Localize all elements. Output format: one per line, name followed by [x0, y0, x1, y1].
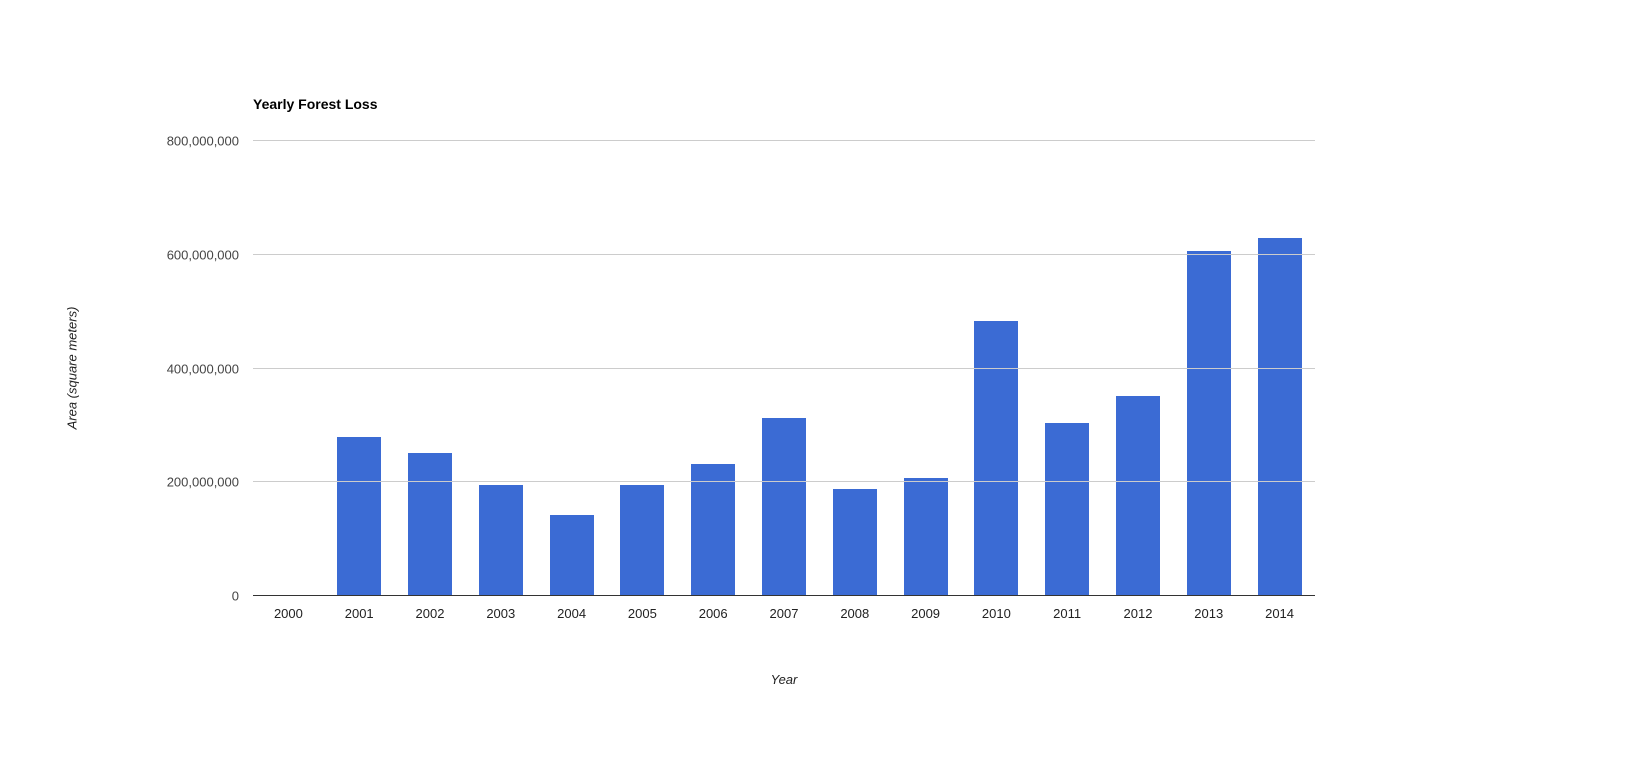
bar-2012 [1115, 396, 1160, 596]
x-tick-label: 2008 [840, 606, 870, 621]
bar-slot [749, 141, 820, 596]
x-tick-label: 2009 [911, 606, 941, 621]
x-tick-label: 2013 [1194, 606, 1224, 621]
gridline [253, 140, 1315, 141]
bar-2008 [832, 489, 877, 596]
x-axis-baseline [253, 595, 1315, 596]
y-axis-title: Area (square meters) [64, 306, 80, 430]
bar-2003 [478, 484, 523, 596]
y-tick-label: 400,000,000 [166, 361, 239, 376]
bar-slot [1244, 141, 1315, 596]
x-tick-label: 2003 [486, 606, 516, 621]
y-tick-label: 800,000,000 [166, 133, 239, 149]
bar-2010 [974, 321, 1019, 596]
bar-2009 [903, 478, 948, 596]
bar-slot [465, 141, 536, 596]
plot-area: 0 200,000,000 400,000,000 600,000,000 800,00… [167, 134, 1315, 604]
bar-slot [253, 141, 324, 596]
x-tick-label: 2004 [557, 606, 587, 621]
x-tick-label: 2010 [981, 606, 1011, 621]
bar-slot [819, 141, 890, 596]
bar-slot [536, 141, 607, 596]
bar-slot [678, 141, 749, 596]
bar-2001 [337, 436, 382, 596]
x-tick-label: 2014 [1265, 606, 1295, 621]
bar-2013 [1186, 250, 1231, 596]
x-tick-label: 2002 [415, 606, 445, 621]
bar-2004 [549, 514, 594, 596]
bar-slot [395, 141, 466, 596]
bar-2005 [620, 484, 665, 596]
x-axis-title: Year [770, 672, 798, 687]
gridline [253, 481, 1315, 483]
bar-2002 [407, 453, 452, 596]
chart-title: Yearly Forest Loss [253, 96, 378, 112]
gridline [253, 253, 1315, 255]
bar-2006 [691, 464, 736, 596]
bar-slot [607, 141, 678, 596]
x-tick-label: 2005 [627, 606, 657, 621]
bar-slot [1103, 141, 1174, 596]
x-tick-label: 2007 [769, 606, 799, 621]
bar-2011 [1045, 422, 1090, 596]
y-tick-label: 0 [231, 588, 239, 604]
y-tick-label: 200,000,000 [166, 474, 239, 490]
bars [253, 141, 1315, 596]
x-tick-label: 2012 [1123, 606, 1153, 621]
bar-slot [1173, 141, 1244, 596]
x-tick-label: 2011 [1053, 606, 1082, 621]
bar-slot [324, 141, 395, 596]
x-tick-label: 2000 [273, 606, 303, 621]
x-tick-label: 2006 [698, 606, 728, 621]
bar-slot [1032, 141, 1103, 596]
x-labels: 2000 2001 2002 2003 2004 2005 2006 2007 2008 2009… [253, 606, 1315, 621]
bar-slot [961, 141, 1032, 596]
bar-slot [890, 141, 961, 596]
bar-2014 [1257, 237, 1302, 596]
gridline [253, 367, 1315, 369]
y-tick-label: 600,000,000 [166, 247, 239, 263]
x-tick-label: 2001 [344, 606, 374, 621]
bar-2007 [761, 417, 806, 596]
